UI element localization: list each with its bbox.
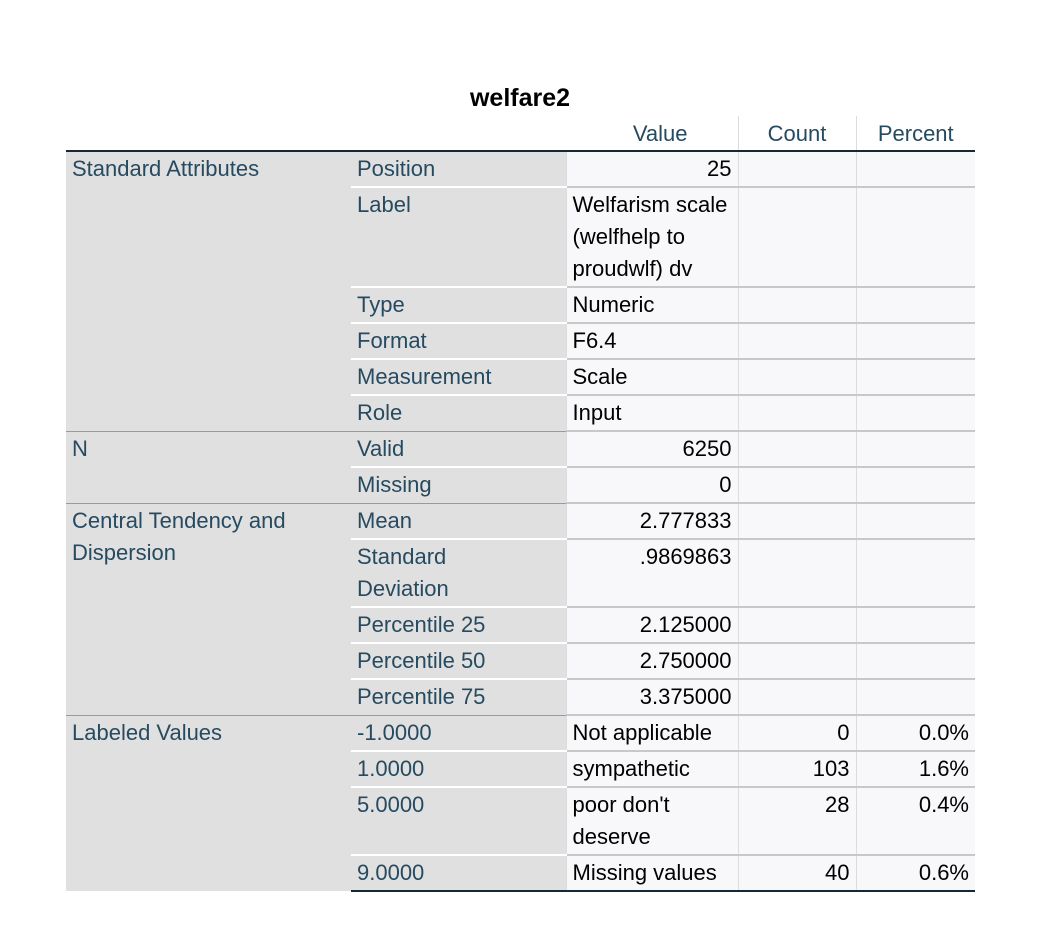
count-cell [737,679,856,716]
percent-cell [855,503,975,540]
percent-cell [855,643,975,680]
count-cell [737,323,856,360]
row-label-measurement: Measurement [351,359,566,396]
group-standard-attributes: Standard Attributes [66,151,351,432]
variable-info-table: Value Count Percent Standard Attributes … [66,116,975,892]
row-label-percentile-25: Percentile 25 [351,607,566,644]
row-label-format: Format [351,323,566,360]
labeled-count: 103 [737,751,856,788]
row-value-percentile-25: 2.125000 [565,607,738,644]
count-cell [737,395,856,432]
group-n: N [66,431,351,504]
header-value: Value [632,121,688,146]
group-central-tendency: Central Tendency and Dispersion [66,503,351,716]
row-value-label: Welfarism scale (welfhelp to proudwlf) d… [565,187,738,288]
count-cell [737,503,856,540]
percent-cell [855,607,975,644]
table-row: 9.0000 Missing values 40 0.6% [66,855,975,892]
labeled-label: Not applicable [565,715,738,752]
row-value-measurement: Scale [565,359,738,396]
table-row: N Valid 6250 [66,431,975,504]
table-row: Missing 0 [66,467,975,504]
row-value-mean: 2.777833 [565,503,738,540]
percent-cell [855,431,975,468]
table-row: Format F6.4 [66,323,975,360]
table-row: Percentile 25 2.125000 [66,607,975,644]
row-value-type: Numeric [565,287,738,324]
percent-cell [855,359,975,396]
table-row: Type Numeric [66,287,975,324]
count-cell [737,151,856,188]
row-value-position: 25 [565,151,738,188]
count-cell [737,359,856,396]
row-label-percentile-50: Percentile 50 [351,643,566,680]
labeled-percent: 1.6% [855,751,975,788]
labeled-label: poor don't deserve [565,787,738,856]
row-label-type: Type [351,287,566,324]
row-value-role: Input [565,395,738,432]
row-label-mean: Mean [351,503,566,540]
table-row: 5.0000 poor don't deserve 28 0.4% [66,787,975,856]
table-row: Label Welfarism scale (welfhelp to proud… [66,187,975,288]
count-cell [737,467,856,504]
percent-cell [855,187,975,288]
row-label-missing: Missing [351,467,566,504]
labeled-count: 40 [737,855,856,892]
header-row: Value Count Percent [66,116,975,151]
labeled-count: 28 [737,787,856,856]
row-label-role: Role [351,395,566,432]
labeled-percent: 0.4% [855,787,975,856]
percent-cell [855,395,975,432]
percent-cell [855,323,975,360]
table-row: Percentile 75 3.375000 [66,679,975,716]
labeled-code: -1.0000 [351,715,566,752]
count-cell [737,607,856,644]
group-labeled-values: Labeled Values [66,715,351,891]
labeled-label: sympathetic [565,751,738,788]
row-value-percentile-75: 3.375000 [565,679,738,716]
row-value-valid: 6250 [565,431,738,468]
count-cell [737,539,856,608]
labeled-code: 5.0000 [351,787,566,856]
percent-cell [855,287,975,324]
header-count: Count [737,116,856,151]
percent-cell [855,679,975,716]
percent-cell [855,539,975,608]
percent-cell [855,467,975,504]
labeled-percent: 0.0% [855,715,975,752]
table-row: Measurement Scale [66,359,975,396]
header-empty-2 [351,116,566,151]
header-empty-1 [66,116,351,151]
header-percent: Percent [855,116,975,151]
table-row: 1.0000 sympathetic 103 1.6% [66,751,975,788]
labeled-code: 1.0000 [351,751,566,788]
row-label-position: Position [351,151,566,188]
table-row: Percentile 50 2.750000 [66,643,975,680]
row-label-standard-deviation: Standard Deviation [351,539,566,608]
row-label-valid: Valid [351,431,566,468]
row-value-percentile-50: 2.750000 [565,643,738,680]
count-cell [737,643,856,680]
row-label-label: Label [351,187,566,288]
row-value-standard-deviation: .9869863 [565,539,738,608]
table-row: Role Input [66,395,975,432]
table-row: Standard Attributes Position 25 [66,151,975,432]
table-row: Standard Deviation .9869863 [66,539,975,608]
percent-cell [855,151,975,188]
row-value-missing: 0 [565,467,738,504]
table-row: Central Tendency and Dispersion Mean 2.7… [66,503,975,716]
count-cell [737,431,856,468]
table-row: Labeled Values -1.0000 Not applicable 0 … [66,715,975,891]
row-value-format: F6.4 [565,323,738,360]
count-cell [737,187,856,288]
labeled-label: Missing values [565,855,738,892]
labeled-percent: 0.6% [855,855,975,892]
table-title: welfare2 [469,84,571,112]
labeled-count: 0 [737,715,856,752]
count-cell [737,287,856,324]
labeled-code: 9.0000 [351,855,566,892]
row-label-percentile-75: Percentile 75 [351,679,566,716]
